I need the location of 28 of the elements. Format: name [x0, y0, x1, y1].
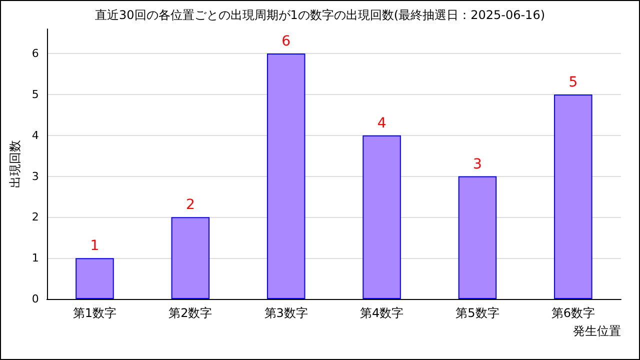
- y-tick-label: 3: [32, 170, 39, 183]
- bar: [458, 176, 497, 299]
- x-axis-title: 発生位置: [573, 324, 621, 338]
- y-tick-label: 0: [32, 292, 39, 306]
- y-tick-label: 6: [32, 47, 39, 60]
- x-tick-label: 第4数字: [360, 306, 404, 320]
- data-label: 6: [282, 34, 291, 50]
- bar: [362, 135, 401, 299]
- y-tick-label: 1: [32, 252, 39, 265]
- bar: [266, 54, 306, 299]
- data-label: 5: [568, 74, 578, 90]
- data-label: 3: [473, 156, 482, 172]
- x-tick-label: 第3数字: [264, 306, 308, 320]
- bar: [171, 217, 210, 299]
- x-tick-label: 第2数字: [168, 306, 212, 320]
- y-tick-label: 2: [32, 210, 39, 224]
- data-label: 4: [377, 115, 386, 132]
- bar: [76, 258, 114, 299]
- chart-title: 直近30回の各位置ごとの出現周期が1の数字の出現回数(最終抽選日：2025-06-16): [94, 8, 546, 22]
- x-tick-label: 第6数字: [551, 306, 595, 320]
- data-label: 2: [186, 197, 195, 214]
- x-tick-label: 第1数字: [72, 306, 117, 320]
- y-axis-title: 出現回数: [8, 140, 22, 188]
- bar: [554, 94, 592, 299]
- y-tick-label: 4: [32, 128, 39, 142]
- x-tick-label: 第5数字: [456, 306, 500, 320]
- y-tick-label: 5: [32, 88, 39, 101]
- data-label: 1: [90, 238, 100, 254]
